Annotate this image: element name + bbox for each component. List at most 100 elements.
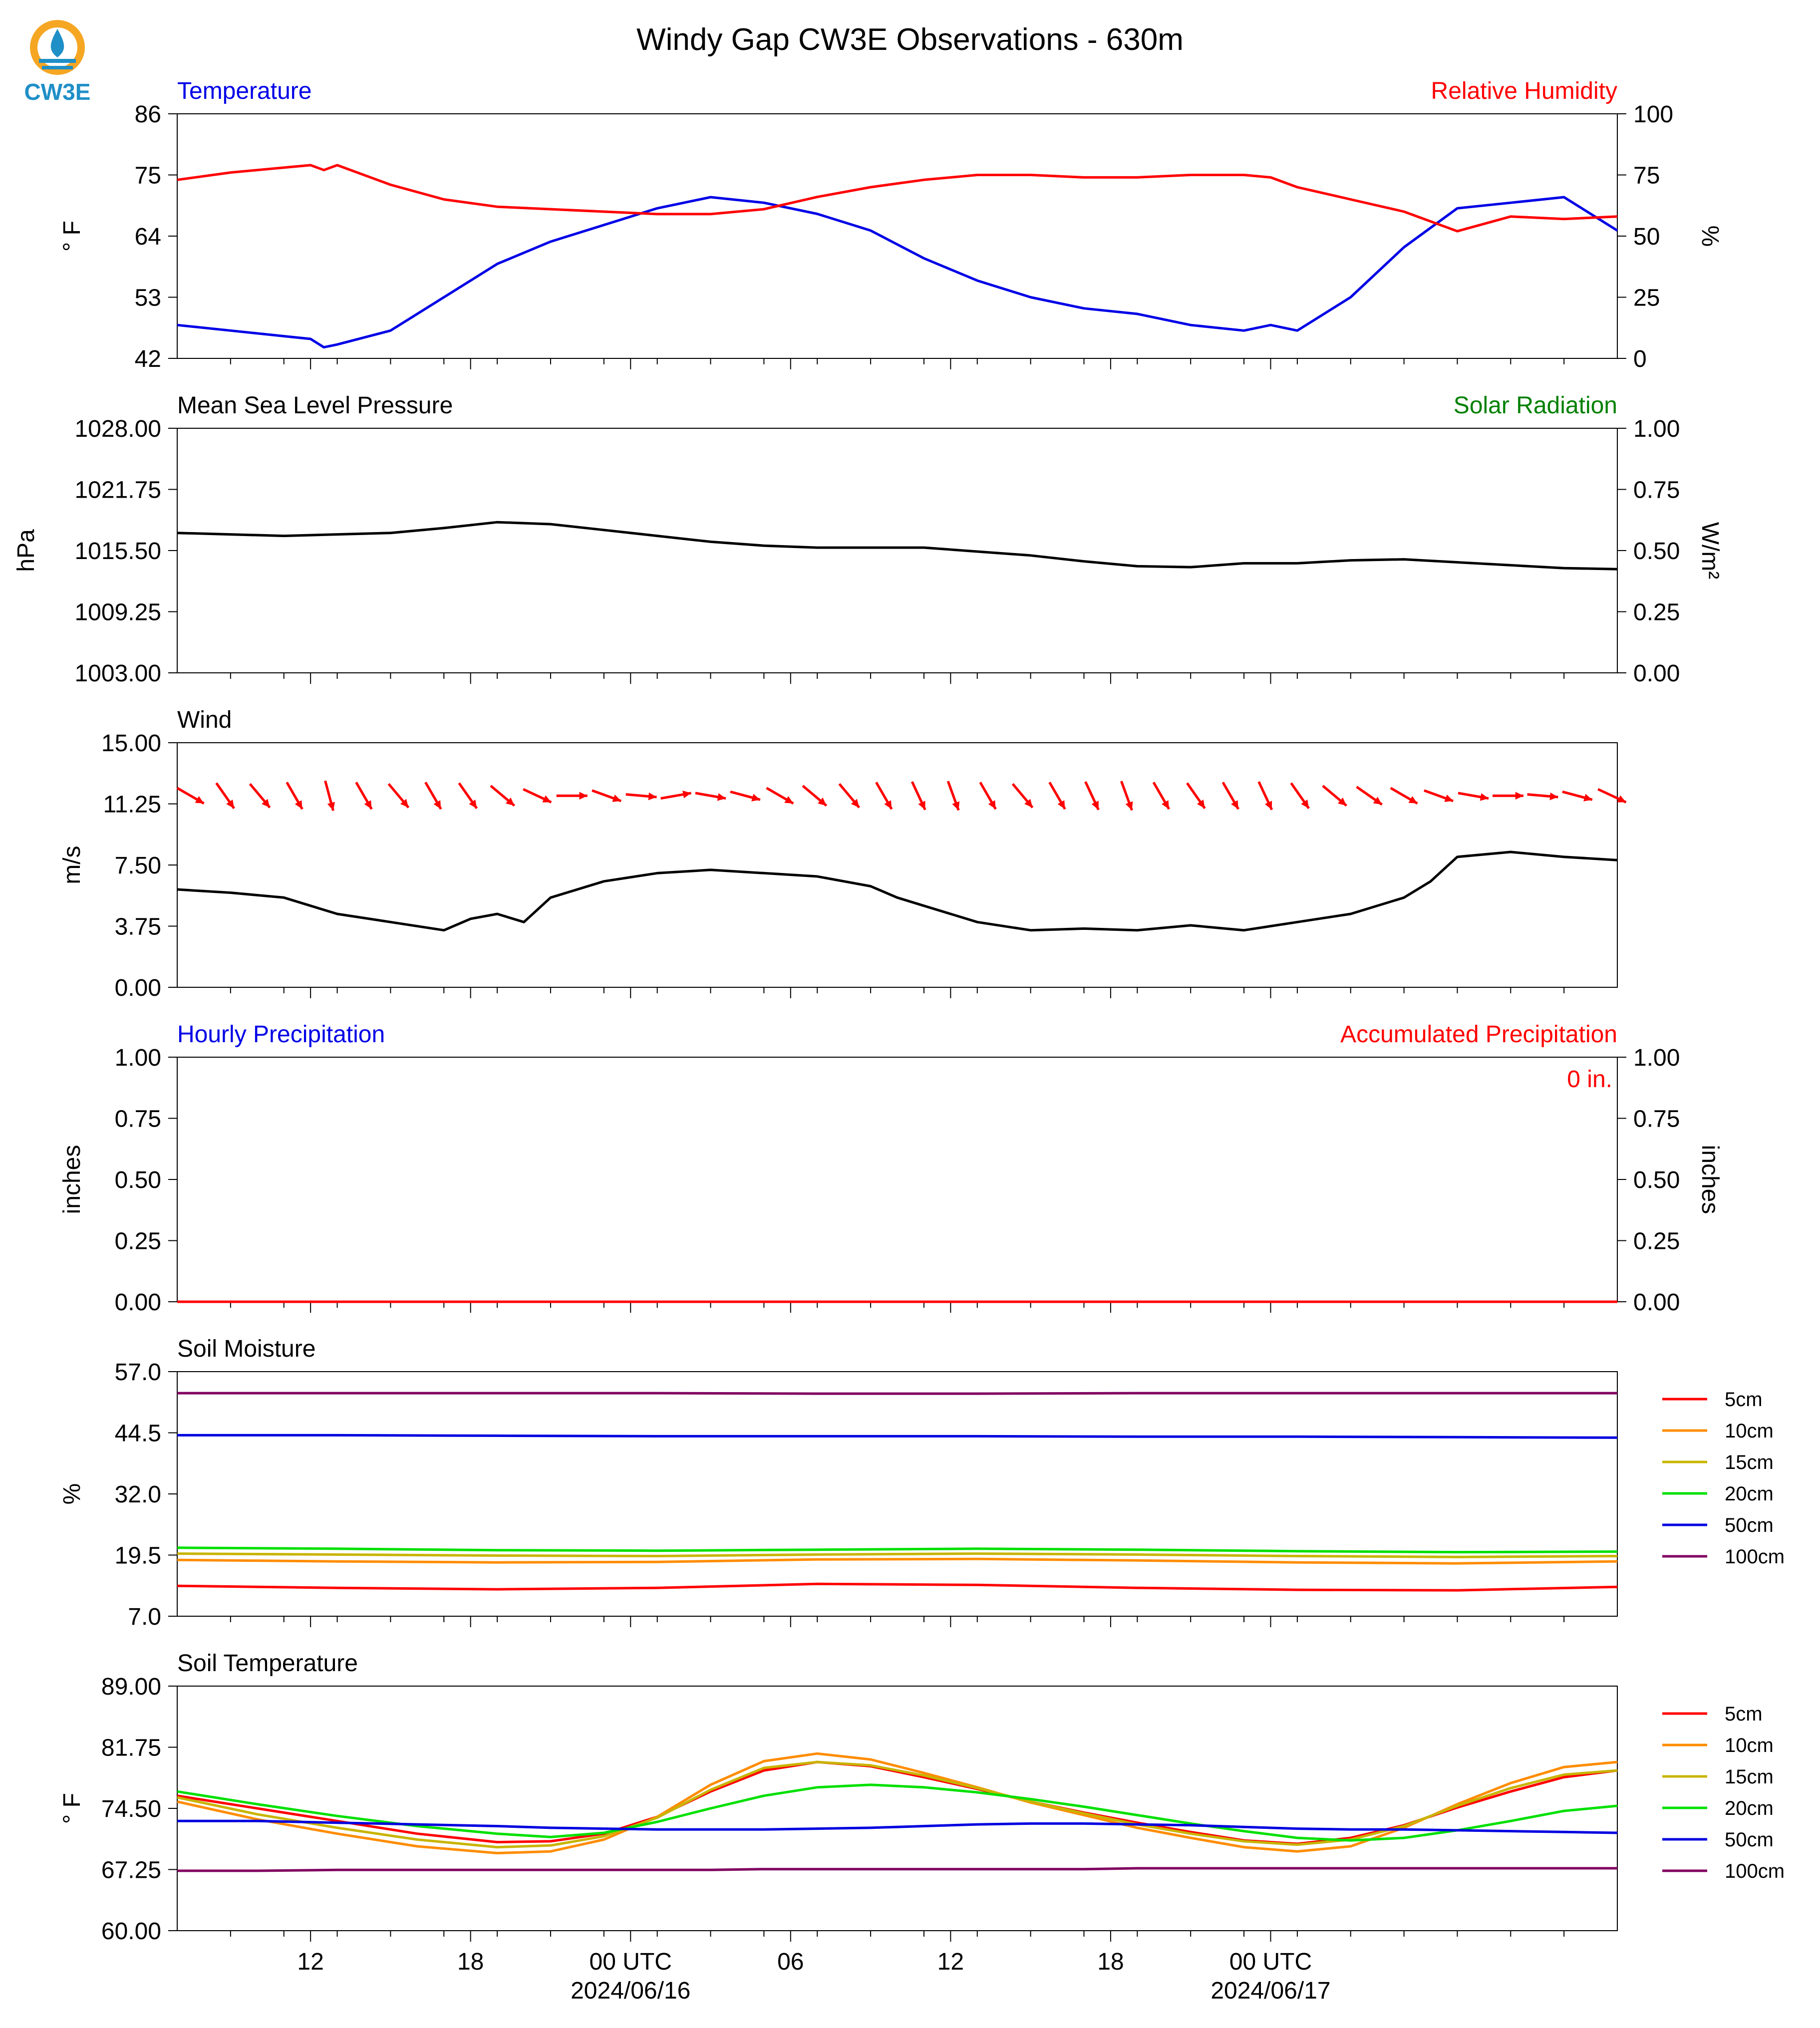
legend-label: 10cm bbox=[1725, 1420, 1774, 1442]
wind-arrow-head bbox=[262, 799, 270, 808]
wind-arrow bbox=[979, 782, 997, 810]
y-axis-label-right: % bbox=[1697, 226, 1723, 247]
plot-frame bbox=[177, 113, 1618, 359]
wind-arrow bbox=[1084, 781, 1100, 811]
wind-arrow-head bbox=[327, 802, 335, 811]
y-tick-label: 86 bbox=[135, 101, 161, 128]
wind-arrow-head bbox=[952, 801, 960, 811]
panel-temperature-humidity: 42 53 64 75 86 0 25 50 75 100 Temperature Relative … bbox=[59, 78, 1723, 372]
series-line-1 bbox=[177, 164, 1618, 233]
panel-title-right: Relative Humidity bbox=[1431, 78, 1617, 104]
wind-arrow bbox=[1186, 782, 1206, 810]
wind-arrow-head bbox=[1024, 799, 1033, 808]
panel-wind: 0.00 3.75 7.50 11.25 15.00 Wind m/s bbox=[59, 707, 1627, 1001]
legend-label: 15cm bbox=[1725, 1766, 1774, 1788]
accumulated-annotation: 0 in. bbox=[1567, 1066, 1612, 1093]
x-tick-label: 12 bbox=[937, 1949, 964, 1975]
wind-arrow bbox=[1356, 786, 1383, 806]
wind-arrow-head bbox=[1583, 794, 1592, 802]
wind-arrow bbox=[424, 782, 442, 810]
y-tick-label: 1021.75 bbox=[74, 477, 161, 504]
y-tick-label: 7.0 bbox=[128, 1604, 161, 1630]
wind-arrow bbox=[1290, 782, 1310, 810]
wind-arrow-head bbox=[1617, 795, 1626, 803]
wind-arrow-head bbox=[579, 792, 588, 800]
wind-arrow bbox=[1492, 792, 1523, 800]
legend-label: 15cm bbox=[1725, 1451, 1774, 1473]
series-line-10cm bbox=[177, 1557, 1618, 1565]
x-tick-label: 18 bbox=[457, 1949, 484, 1975]
y-tick-label: 1009.25 bbox=[74, 599, 161, 626]
wind-arrow-head bbox=[818, 797, 827, 806]
x-tick-label: 12 bbox=[297, 1949, 323, 1975]
wind-arrow-head bbox=[295, 800, 303, 810]
wind-arrow bbox=[1048, 782, 1066, 810]
x-date-label: 2024/06/17 bbox=[1211, 1978, 1330, 2004]
series-line-10cm bbox=[177, 1752, 1618, 1855]
y-right-tick-label: 0.50 bbox=[1633, 538, 1680, 565]
legend-label: 10cm bbox=[1725, 1735, 1774, 1756]
panel-title: Temperature bbox=[177, 78, 311, 104]
wind-arrow-head bbox=[751, 794, 760, 802]
cw3e-logo-drop-icon bbox=[50, 29, 64, 57]
wind-arrow bbox=[660, 790, 692, 800]
wind-arrow bbox=[1390, 787, 1418, 805]
panel-title: Wind bbox=[177, 707, 232, 733]
series-line-0 bbox=[177, 196, 1618, 349]
panel-title: Hourly Precipitation bbox=[177, 1021, 385, 1048]
y-tick-label: 0.00 bbox=[115, 1289, 161, 1316]
wind-arrow bbox=[1424, 789, 1454, 803]
wind-arrow-head bbox=[851, 799, 860, 808]
legend-label: 20cm bbox=[1725, 1797, 1774, 1819]
wind-arrow bbox=[286, 782, 303, 810]
series-line-100cm bbox=[177, 1867, 1617, 1872]
wind-arrow bbox=[387, 783, 410, 809]
x-tick-label: 00 UTC bbox=[1229, 1949, 1312, 1975]
wind-arrow bbox=[875, 782, 893, 810]
chart-title: Windy Gap CW3E Observations - 630m bbox=[636, 22, 1184, 57]
y-tick-label: 1015.50 bbox=[74, 538, 161, 565]
wind-arrow bbox=[766, 787, 794, 805]
y-tick-label: 3.75 bbox=[115, 914, 161, 940]
wind-arrow bbox=[249, 783, 271, 809]
y-tick-label: 15.00 bbox=[101, 730, 161, 757]
y-right-tick-label: 0.50 bbox=[1633, 1167, 1680, 1193]
plot-frame bbox=[177, 1057, 1618, 1302]
y-tick-label: 74.50 bbox=[101, 1796, 161, 1822]
y-axis-label: % bbox=[59, 1483, 85, 1505]
legend-label: 100cm bbox=[1725, 1546, 1785, 1568]
y-axis-label: ° F bbox=[59, 1793, 85, 1824]
y-axis-label: inches bbox=[59, 1145, 85, 1214]
panel-soil-temperature: 60.00 67.25 74.50 81.75 89.00 Soil Temperatur… bbox=[59, 1650, 1785, 1945]
wind-arrow-head bbox=[918, 801, 925, 810]
y-axis-label-right: W/m² bbox=[1697, 522, 1723, 579]
series-line-100cm bbox=[177, 1392, 1617, 1395]
cw3e-logo-wave-icon-2 bbox=[42, 66, 73, 69]
legend-label: 5cm bbox=[1725, 1389, 1763, 1411]
y-tick-label: 89.00 bbox=[101, 1674, 161, 1700]
wind-arrow-head bbox=[400, 799, 409, 808]
wind-arrow-head bbox=[1480, 793, 1489, 801]
panel-title: Soil Moisture bbox=[177, 1336, 315, 1362]
wind-arrow bbox=[625, 792, 657, 801]
x-date-label: 2024/06/16 bbox=[571, 1978, 690, 2004]
series-line-20cm bbox=[177, 1783, 1618, 1842]
wind-arrow-head bbox=[1301, 799, 1309, 809]
wind-arrow bbox=[458, 782, 478, 810]
y-right-tick-label: 0.75 bbox=[1633, 1106, 1680, 1133]
plot-frame bbox=[177, 742, 1618, 988]
legend-label: 100cm bbox=[1725, 1860, 1785, 1882]
cw3e-logo: CW3E bbox=[24, 20, 90, 105]
series-line-50cm bbox=[177, 1819, 1618, 1834]
y-tick-label: 11.25 bbox=[103, 792, 161, 818]
y-right-tick-label: 0.25 bbox=[1633, 599, 1680, 626]
wind-arrow bbox=[1322, 785, 1348, 807]
y-right-tick-label: 1.00 bbox=[1633, 1045, 1680, 1071]
y-axis-label: m/s bbox=[59, 846, 85, 884]
wind-arrow-head bbox=[1091, 801, 1099, 810]
y-tick-label: 32.0 bbox=[115, 1481, 161, 1508]
wind-arrow-head bbox=[1230, 800, 1238, 810]
wind-arrow-head bbox=[784, 796, 794, 804]
wind-arrow bbox=[1152, 782, 1171, 810]
wind-arrow bbox=[1257, 781, 1273, 811]
